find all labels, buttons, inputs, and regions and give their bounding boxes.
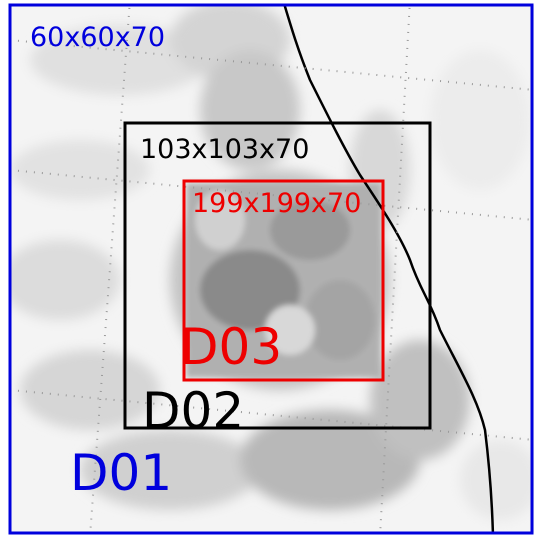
domain-name: D01 [70, 444, 172, 502]
domain-name: D02 [142, 382, 244, 440]
grid-size-label: 199x199x70 [192, 188, 361, 219]
domain-map: 60x60x70 103x103x70 199x199x70 D03 D02 D… [0, 0, 534, 536]
grid-size-label: 103x103x70 [140, 134, 309, 165]
domain-name: D03 [180, 318, 282, 376]
grid-size-label: 60x60x70 [30, 22, 165, 53]
